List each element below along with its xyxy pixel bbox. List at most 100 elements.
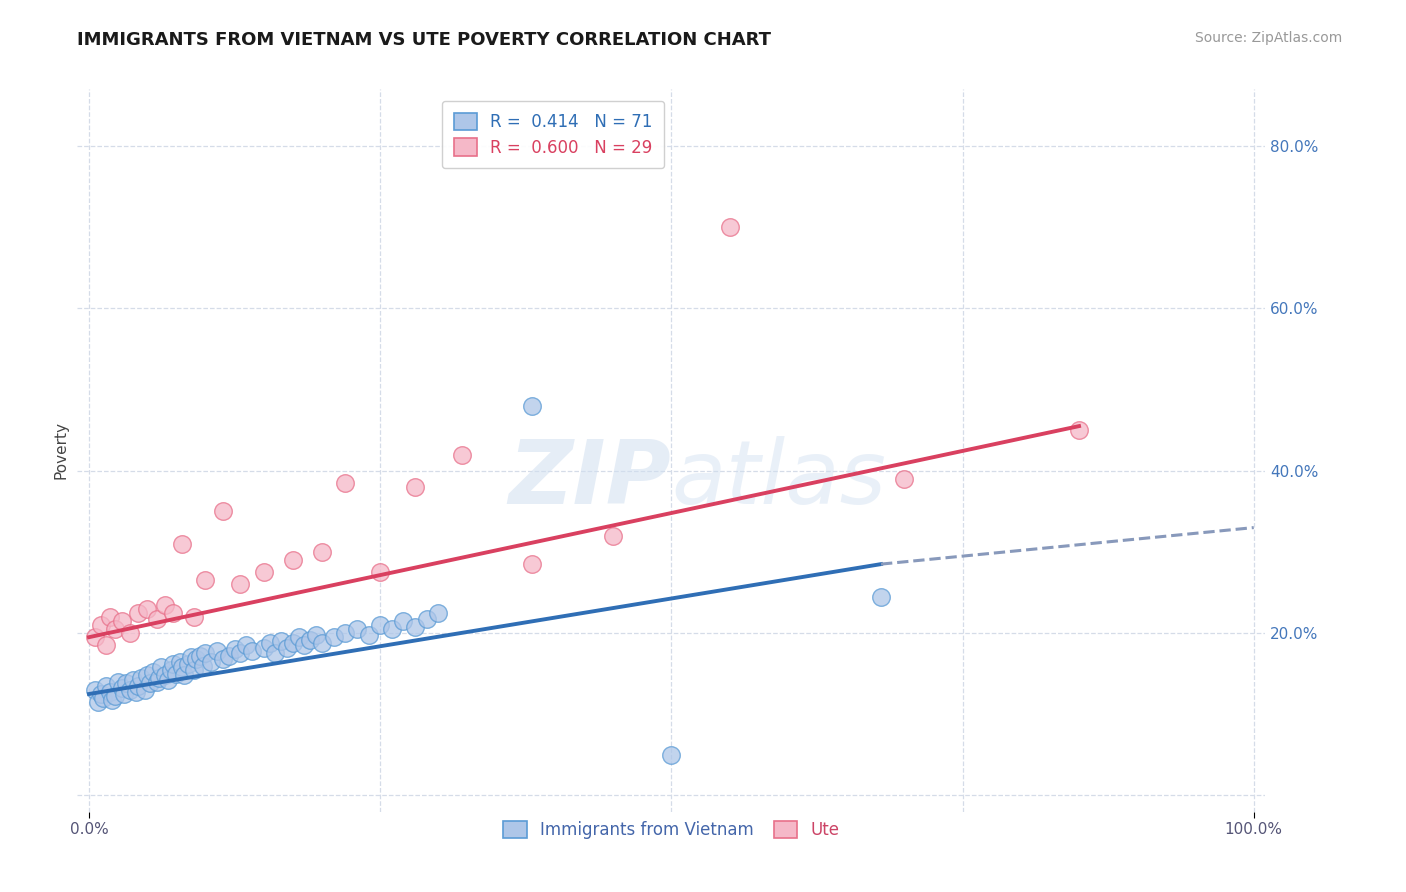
Point: [346, 622, 368, 636]
Point: [281, 636, 304, 650]
Point: [142, 665, 165, 679]
Point: [450, 448, 472, 462]
Point: [104, 622, 127, 636]
Text: IMMIGRANTS FROM VIETNAM VS UTE POVERTY CORRELATION CHART: IMMIGRANTS FROM VIETNAM VS UTE POVERTY C…: [77, 31, 772, 49]
Point: [294, 638, 316, 652]
Point: [392, 614, 415, 628]
Point: [194, 574, 217, 588]
Text: Source: ZipAtlas.com: Source: ZipAtlas.com: [1195, 31, 1343, 45]
Point: [311, 636, 333, 650]
Point: [180, 650, 202, 665]
Point: [305, 628, 328, 642]
Point: [229, 647, 252, 661]
Text: atlas: atlas: [672, 436, 886, 523]
Point: [110, 681, 132, 696]
Point: [122, 673, 145, 688]
Point: [136, 601, 159, 615]
Point: [661, 747, 683, 762]
Point: [259, 636, 281, 650]
Point: [127, 679, 149, 693]
Point: [188, 648, 211, 663]
Point: [183, 663, 205, 677]
Point: [335, 626, 357, 640]
Point: [281, 553, 304, 567]
Point: [368, 566, 391, 580]
Point: [322, 630, 344, 644]
Point: [159, 663, 181, 677]
Point: [299, 632, 322, 647]
Point: [602, 529, 624, 543]
Point: [162, 657, 184, 671]
Point: [520, 399, 543, 413]
Point: [235, 638, 257, 652]
Point: [112, 687, 135, 701]
Point: [218, 648, 240, 663]
Point: [172, 660, 194, 674]
Point: [83, 630, 105, 644]
Point: [357, 628, 380, 642]
Point: [427, 606, 450, 620]
Point: [186, 652, 208, 666]
Point: [157, 673, 180, 688]
Point: [253, 640, 276, 655]
Point: [153, 598, 176, 612]
Point: [90, 687, 112, 701]
Point: [212, 504, 235, 518]
Point: [162, 606, 184, 620]
Point: [194, 647, 217, 661]
Point: [96, 638, 118, 652]
Legend: Immigrants from Vietnam, Ute: Immigrants from Vietnam, Ute: [492, 809, 851, 850]
Point: [183, 610, 205, 624]
Point: [90, 618, 112, 632]
Point: [96, 679, 118, 693]
Point: [177, 657, 200, 671]
Point: [1067, 423, 1090, 437]
Point: [368, 618, 391, 632]
Point: [870, 590, 893, 604]
Point: [118, 682, 141, 697]
Point: [153, 668, 176, 682]
Point: [110, 614, 132, 628]
Point: [270, 634, 292, 648]
Point: [118, 626, 141, 640]
Point: [98, 684, 121, 698]
Point: [416, 611, 439, 625]
Point: [104, 690, 127, 704]
Point: [205, 644, 228, 658]
Point: [145, 674, 167, 689]
Point: [287, 630, 309, 644]
Point: [127, 606, 149, 620]
Point: [145, 611, 167, 625]
Point: [87, 695, 110, 709]
Point: [191, 658, 214, 673]
Point: [148, 671, 170, 685]
Point: [404, 619, 426, 633]
Point: [520, 557, 543, 571]
Point: [169, 655, 191, 669]
Point: [131, 671, 153, 685]
Point: [718, 220, 741, 235]
Point: [83, 682, 105, 697]
Point: [107, 674, 129, 689]
Point: [98, 610, 121, 624]
Point: [173, 668, 195, 682]
Point: [138, 676, 160, 690]
Point: [335, 475, 357, 490]
Point: [381, 622, 404, 636]
Point: [311, 545, 333, 559]
Point: [264, 647, 287, 661]
Point: [224, 642, 246, 657]
Point: [200, 655, 222, 669]
Point: [124, 684, 146, 698]
Text: ZIP: ZIP: [509, 436, 672, 523]
Point: [150, 660, 173, 674]
Point: [893, 472, 915, 486]
Point: [91, 691, 114, 706]
Point: [240, 644, 263, 658]
Point: [212, 652, 235, 666]
Point: [172, 537, 194, 551]
Point: [253, 566, 276, 580]
Point: [165, 666, 187, 681]
Point: [276, 640, 298, 655]
Point: [115, 676, 138, 690]
